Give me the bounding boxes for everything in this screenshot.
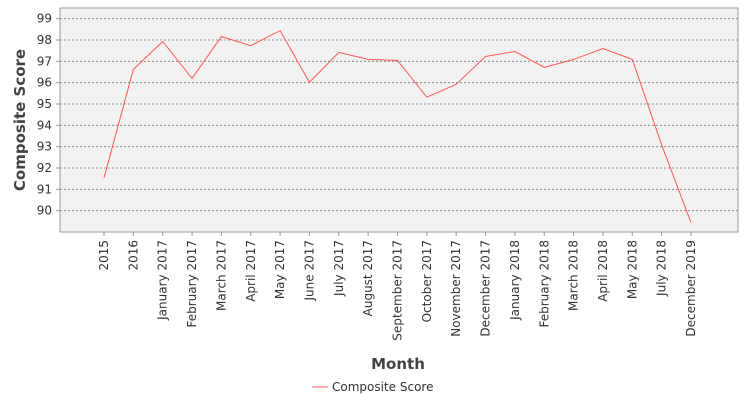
data-line xyxy=(103,29,692,223)
y-tick-label: 92 xyxy=(37,161,52,175)
y-tick-label: 94 xyxy=(37,118,52,132)
x-tick-label: July 2017 xyxy=(332,240,346,297)
x-tick-label: April 2017 xyxy=(244,240,258,302)
x-tick-label: May 2018 xyxy=(625,240,639,299)
plot-area xyxy=(59,7,739,233)
x-tick-label: August 2017 xyxy=(361,240,375,316)
x-tick-label: December 2017 xyxy=(479,240,493,337)
y-axis-title: Composite Score xyxy=(11,49,29,191)
y-tick-label: 91 xyxy=(37,182,52,196)
x-tick-label: June 2017 xyxy=(302,240,316,302)
y-tick-label: 95 xyxy=(37,97,52,111)
x-tick-label: December 2019 xyxy=(684,240,698,337)
x-axis-title: Month xyxy=(371,355,425,373)
legend-label: Composite Score xyxy=(332,380,433,394)
x-tick-label: March 2017 xyxy=(214,240,228,311)
y-tick-label: 93 xyxy=(37,140,52,154)
y-tick-label: 99 xyxy=(37,12,52,26)
x-tick-label: 2016 xyxy=(126,240,140,271)
x-tick-label: February 2017 xyxy=(185,240,199,328)
x-tick-label: January 2017 xyxy=(156,240,170,321)
x-tick-label: February 2018 xyxy=(537,240,551,328)
x-tick-label: July 2018 xyxy=(655,240,669,297)
y-tick-label: 98 xyxy=(37,33,52,47)
y-tick-label: 96 xyxy=(37,76,52,90)
x-tick-label: January 2018 xyxy=(508,240,522,321)
y-tick-label: 90 xyxy=(37,204,52,218)
x-tick-label: 2015 xyxy=(97,240,111,271)
x-tick-label: May 2017 xyxy=(273,240,287,299)
x-tick-label: March 2018 xyxy=(567,240,581,311)
y-tick-label: 97 xyxy=(37,54,52,68)
x-tick-label: September 2017 xyxy=(391,240,405,341)
x-tick-label: November 2017 xyxy=(449,240,463,337)
x-tick-label: April 2018 xyxy=(596,240,610,302)
x-tick-label: October 2017 xyxy=(420,240,434,322)
